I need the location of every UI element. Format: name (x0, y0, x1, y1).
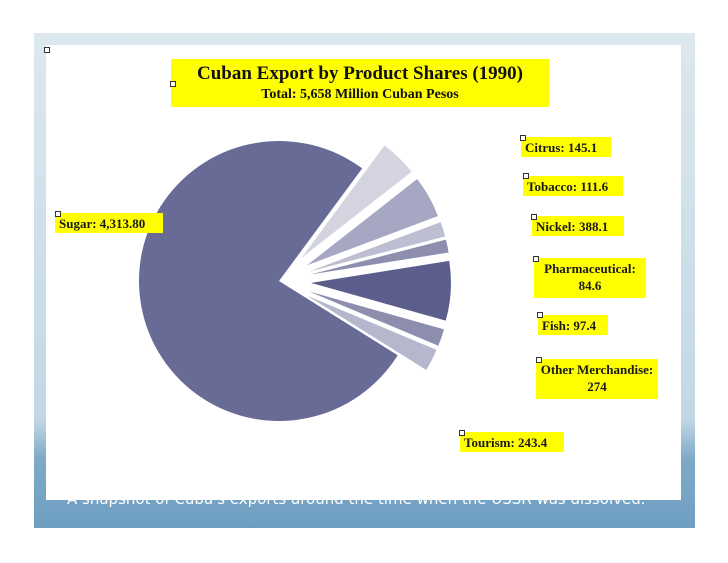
chart-title-box: Cuban Export by Product Shares (1990) To… (171, 59, 549, 107)
pie-chart (139, 141, 451, 421)
pie-slice-other-merchandise (306, 179, 438, 266)
slice-label-other-merchandise: Other Merchandise: 274 (536, 359, 658, 399)
label-corner-handle (459, 430, 465, 436)
label-corner-handle (523, 173, 529, 179)
label-corner-handle (537, 312, 543, 318)
slice-label-sugar: Sugar: 4,313.80 (55, 213, 163, 233)
label-corner-handle (536, 357, 542, 363)
title-corner-handle (170, 81, 176, 87)
slice-label-pharmaceutical: Pharmaceutical: 84.6 (534, 258, 646, 298)
slice-label-fish: Fish: 97.4 (538, 315, 608, 335)
slice-label-citrus: Citrus: 145.1 (521, 137, 611, 157)
chart-title: Cuban Export by Product Shares (1990) (196, 63, 524, 84)
pie-slice-sugar (139, 141, 398, 421)
pie-slice-pharmaceutical (310, 239, 449, 275)
pie-slice-citrus (307, 295, 437, 370)
label-corner-handle (55, 211, 61, 217)
slice-label-nickel: Nickel: 388.1 (532, 216, 624, 236)
label-corner-handle (531, 214, 537, 220)
slice-label-tourism: Tourism: 243.4 (460, 432, 564, 452)
label-corner-handle (533, 256, 539, 262)
pie-slice-tobacco (309, 291, 445, 346)
slice-label-tobacco: Tobacco: 111.6 (523, 176, 623, 196)
slide-caption: A snapshot of Cuba's exports around the … (67, 490, 646, 508)
label-corner-handle (520, 135, 526, 141)
slide: Cuban Export by Product Shares (1990) To… (34, 33, 695, 528)
pie-slice-fish (309, 222, 446, 272)
pie-slice-nickel (310, 260, 451, 321)
panel-corner-handle (44, 47, 50, 53)
chart-subtitle: Total: 5,658 Million Cuban Pesos (261, 87, 459, 102)
pie-slice-tourism (301, 145, 412, 259)
